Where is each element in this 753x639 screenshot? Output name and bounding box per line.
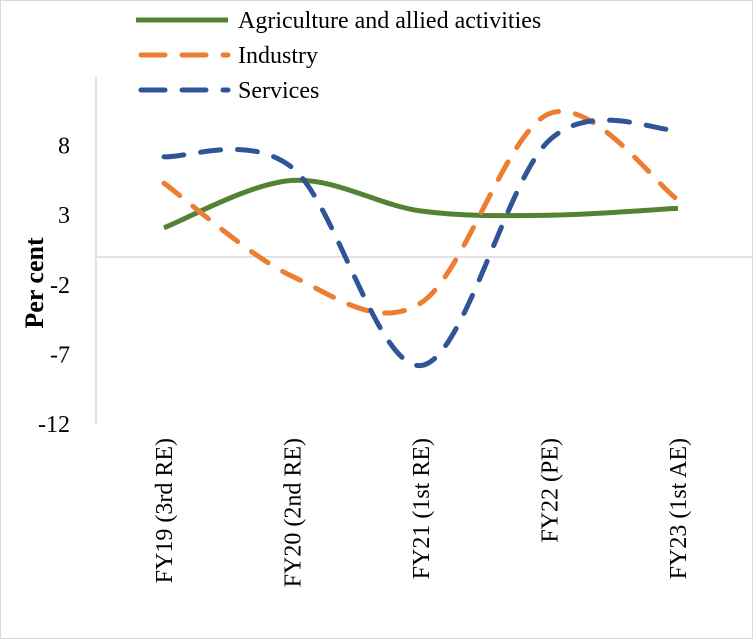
series-line-agriculture xyxy=(163,177,679,231)
y-tick-label: 3 xyxy=(58,203,70,229)
y-tick-label: -7 xyxy=(50,342,70,368)
y-axis-title: Per cent xyxy=(20,237,49,329)
y-tick-labels: -12 -7 -2 3 8 xyxy=(38,134,70,438)
y-tick-label: -2 xyxy=(50,273,70,299)
legend: Agriculture and allied activities Industr… xyxy=(136,8,541,104)
series-layer xyxy=(161,108,681,369)
series-line-services xyxy=(161,117,681,369)
y-tick-label: 8 xyxy=(58,134,70,160)
x-tick-label: FY22 (PE) xyxy=(538,438,564,543)
x-tick-labels: FY19 (3rd RE) FY20 (2nd RE) FY21 (1st RE) F… xyxy=(152,438,692,587)
y-tick-label: -12 xyxy=(38,412,70,438)
x-tick-label: FY19 (3rd RE) xyxy=(152,438,178,583)
x-tick-label: FY20 (2nd RE) xyxy=(281,438,307,587)
x-tick-label: FY21 (1st RE) xyxy=(409,438,435,579)
axes xyxy=(95,76,752,424)
x-tick-label: FY23 (1st AE) xyxy=(666,438,692,579)
legend-label: Industry xyxy=(238,43,318,69)
legend-label: Services xyxy=(238,78,319,104)
legend-label: Agriculture and allied activities xyxy=(238,8,541,34)
